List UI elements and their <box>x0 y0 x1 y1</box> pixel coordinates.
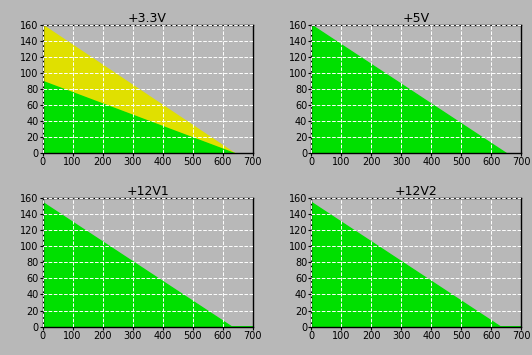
Title: +5V: +5V <box>403 12 430 25</box>
Title: +12V1: +12V1 <box>126 185 169 198</box>
Title: +3.3V: +3.3V <box>128 12 167 25</box>
Title: +12V2: +12V2 <box>395 185 438 198</box>
